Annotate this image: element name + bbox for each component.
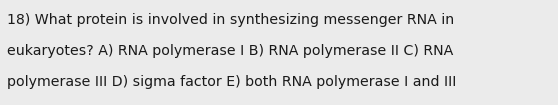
Text: eukaryotes? A) RNA polymerase I B) RNA polymerase II C) RNA: eukaryotes? A) RNA polymerase I B) RNA p… — [7, 44, 453, 58]
Text: polymerase III D) sigma factor E) both RNA polymerase I and III: polymerase III D) sigma factor E) both R… — [7, 75, 456, 89]
Text: 18) What protein is involved in synthesizing messenger RNA in: 18) What protein is involved in synthesi… — [7, 13, 454, 27]
